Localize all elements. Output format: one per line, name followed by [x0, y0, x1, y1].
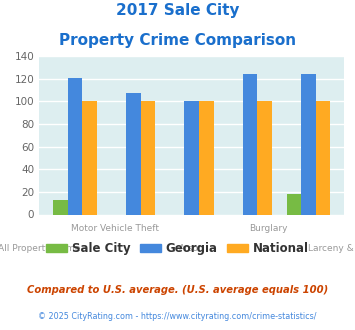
- Text: Property Crime Comparison: Property Crime Comparison: [59, 33, 296, 48]
- Bar: [199, 101, 214, 214]
- Text: Motor Vehicle Theft: Motor Vehicle Theft: [71, 224, 159, 233]
- Bar: [82, 101, 97, 214]
- Bar: [286, 194, 301, 214]
- Bar: [184, 101, 199, 214]
- Text: © 2025 CityRating.com - https://www.cityrating.com/crime-statistics/: © 2025 CityRating.com - https://www.city…: [38, 312, 317, 321]
- Text: Larceny & Theft: Larceny & Theft: [308, 244, 355, 253]
- Text: Burglary: Burglary: [249, 224, 287, 233]
- Bar: [141, 101, 155, 214]
- Bar: [301, 74, 316, 215]
- Text: Compared to U.S. average. (U.S. average equals 100): Compared to U.S. average. (U.S. average …: [27, 285, 328, 295]
- Bar: [257, 101, 272, 214]
- Bar: [67, 78, 82, 214]
- Bar: [316, 101, 331, 214]
- Bar: [126, 93, 141, 214]
- Bar: [53, 200, 67, 215]
- Legend: Sale City, Georgia, National: Sale City, Georgia, National: [41, 237, 314, 260]
- Text: Arson: Arson: [179, 244, 204, 253]
- Text: 2017 Sale City: 2017 Sale City: [116, 3, 239, 18]
- Bar: [243, 74, 257, 215]
- Text: All Property Crime: All Property Crime: [0, 244, 80, 253]
